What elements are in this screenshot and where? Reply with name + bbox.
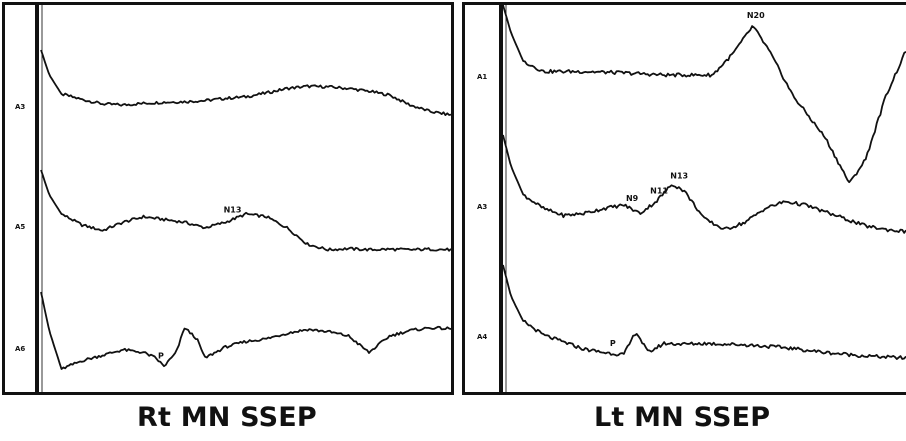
- channel-label: A3: [15, 103, 25, 111]
- trace-a5: [40, 169, 451, 252]
- stimulus-artifact: [35, 5, 39, 392]
- lt-mn-ssep-panel: A1 A3 A4 N20 N13 N9 N11 P: [462, 2, 906, 395]
- peak-label: N13: [224, 206, 242, 215]
- peak-label: N9: [626, 194, 639, 203]
- channel-label: A6: [15, 345, 25, 353]
- rt-mn-ssep-caption: Rt MN SSEP: [137, 402, 317, 433]
- peak-label: N11: [650, 187, 668, 196]
- peak-label: P: [158, 351, 164, 360]
- rt-mn-ssep-plot: A3 A5 A6 N13 P: [15, 5, 451, 392]
- lt-mn-ssep-caption: Lt MN SSEP: [594, 402, 771, 433]
- lt-mn-ssep-plot: A1 A3 A4 N20 N13 N9 N11 P: [477, 5, 906, 392]
- trace-a1: [502, 5, 906, 184]
- trace-a6: [40, 291, 451, 370]
- trace-a3: [40, 49, 451, 116]
- peak-label: P: [610, 339, 616, 348]
- channel-label: A3: [477, 203, 487, 211]
- peak-label: N20: [747, 11, 765, 20]
- channel-label: A1: [477, 73, 487, 81]
- rt-mn-ssep-panel: A3 A5 A6 N13 P: [2, 2, 454, 395]
- channel-label: A5: [15, 223, 25, 231]
- peak-label: N13: [670, 171, 688, 180]
- channel-label: A4: [477, 333, 487, 341]
- stimulus-artifact: [499, 5, 503, 392]
- trace-a4: [502, 264, 906, 360]
- trace-a3: [502, 134, 906, 234]
